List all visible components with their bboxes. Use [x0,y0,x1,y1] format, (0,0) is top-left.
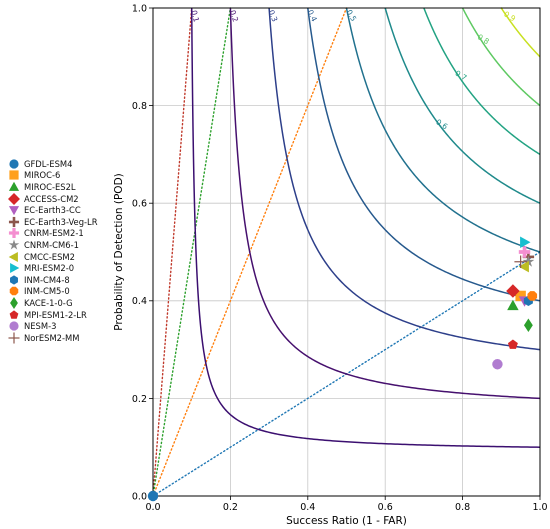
csi-contour-label: 0.1 [189,9,201,23]
csi-contour-line [500,7,541,58]
legend-label: CMCC-ESM2 [24,251,75,262]
legend-item: CNRM-CM6-1 [4,239,98,251]
plot-frame [152,7,541,497]
legend-marker [4,251,24,263]
bias-lines [152,7,541,497]
legend-marker [4,170,24,182]
legend-item: ACCESS-CM2 [4,192,98,205]
legend-item: NorESM2-MM [4,332,98,344]
csi-contour-line [345,7,541,253]
csi-contour-label: 0.5 [345,8,359,23]
x-tick-label: 0.8 [455,502,470,513]
y-axis-label: Probability of Detection (POD) [113,173,125,331]
data-point [514,255,527,268]
legend-marker [4,216,24,228]
legend-label: ACCESS-CM2 [24,193,79,204]
legend-marker [4,192,24,205]
legend-label: INM-CM4-8 [24,274,70,285]
x-axis-label: Success Ratio (1 - FAR) [286,515,407,527]
legend-marker [4,309,24,321]
grid [152,7,541,497]
data-point [507,339,518,349]
x-tick-label: 0.2 [223,502,238,513]
legend-label: EC-Earth3-Veg-LR [24,216,98,227]
data-point [147,490,159,502]
legend-marker [4,204,24,216]
legend-item: MIROC-6 [4,170,98,182]
legend-label: KACE-1-0-G [24,297,73,308]
y-tick-label: 0.0 [132,491,147,502]
y-tick-label: 0.2 [132,394,147,405]
data-point [492,359,503,370]
csi-contour-line [423,7,541,156]
data-point [523,318,533,332]
x-tick-label: 0.6 [378,502,393,513]
csi-contour-label: 0.6 [434,117,449,131]
legend-item: MRI-ESM2-0 [4,262,98,274]
legend-label: NESM-3 [24,321,57,332]
legend-label: NorESM2-MM [24,332,80,343]
data-point [506,284,520,298]
legend: GFDL-ESM4 MIROC-6 MIROC-ES2L ACCESS-CM2 EC-E… [4,158,98,344]
legend-marker [4,228,24,240]
data-point [507,299,519,311]
y-tick-label: 0.4 [132,296,147,307]
legend-label: CNRM-ESM2-1 [24,228,84,239]
legend-item: EC-Earth3-CC [4,204,98,216]
legend-marker [4,332,24,344]
legend-label: EC-Earth3-CC [24,205,81,216]
legend-label: MIROC-6 [24,170,61,181]
data-point [527,291,538,301]
bias-line [152,7,193,497]
csi-contour-line [190,8,541,448]
legend-label: INM-CM5-0 [24,286,70,297]
legend-label: CNRM-CM6-1 [24,239,79,250]
legend-marker [4,158,24,170]
x-tick-label: 0.4 [300,502,315,513]
csi-contour-label: 0.2 [228,9,240,23]
csi-contours: 0.1 0.2 0.3 0.4 0.50.60.70.80.9 [189,7,541,448]
legend-item: GFDL-ESM4 [4,158,98,170]
legend-marker [4,239,24,251]
legend-label: MPI-ESM1-2-LR [24,309,87,320]
legend-item: INM-CM5-0 [4,286,98,298]
csi-contour-line [229,8,541,400]
csi-contour-label: 0.3 [267,9,280,24]
legend-item: MPI-ESM1-2-LR [4,309,98,321]
data-point [520,236,531,248]
bias-line [152,7,232,497]
legend-item: MIROC-ES2L [4,181,98,193]
axis-ticks: 0.0 0.2 0.4 0.6 0.8 1.0 0.0 0.2 0.4 0.6 0.8 1.0 [132,3,548,513]
legend-label: MIROC-ES2L [24,181,76,192]
csi-contour-line [268,7,541,351]
legend-label: MRI-ESM2-0 [24,263,75,274]
legend-marker [4,181,24,193]
legend-item: CMCC-ESM2 [4,251,98,263]
legend-label: GFDL-ESM4 [24,158,73,169]
legend-item: EC-Earth3-Veg-LR [4,216,98,228]
legend-item: KACE-1-0-G [4,296,98,309]
y-tick-label: 0.8 [132,101,147,112]
data-points [147,236,538,502]
y-tick-label: 1.0 [132,3,147,14]
data-point [518,260,529,273]
legend-marker [4,296,24,309]
data-point [518,246,531,258]
csi-contour-line [307,7,541,302]
x-tick-label: 1.0 [532,502,547,513]
legend-marker [4,286,24,298]
x-tick-label: 0.0 [145,502,160,513]
legend-item: NESM-3 [4,320,98,332]
legend-marker [4,320,24,332]
data-point [522,255,535,267]
legend-marker [4,274,24,286]
legend-item: CNRM-ESM2-1 [4,228,98,240]
y-tick-label: 0.6 [132,199,147,210]
csi-contour-line [461,7,541,107]
csi-contour-line [384,7,541,204]
legend-item: INM-CM4-8 [4,274,98,286]
legend-marker [4,262,24,274]
